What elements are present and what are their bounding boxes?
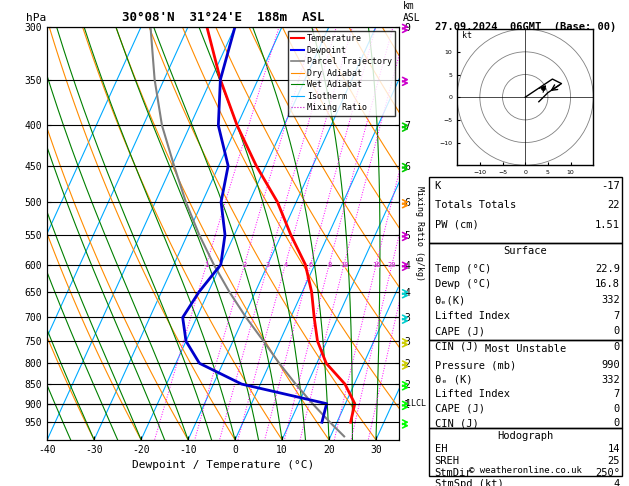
Text: 27.09.2024  06GMT  (Base: 00): 27.09.2024 06GMT (Base: 00) (435, 21, 616, 32)
Title: 30°08'N  31°24'E  188m  ASL: 30°08'N 31°24'E 188m ASL (122, 11, 325, 24)
Text: 0: 0 (613, 342, 620, 352)
Text: 1.51: 1.51 (595, 220, 620, 230)
Text: SREH: SREH (435, 456, 460, 466)
Text: 10: 10 (340, 261, 348, 268)
Bar (428, 340, 622, 428)
Text: 7: 7 (613, 311, 620, 321)
Text: 16: 16 (372, 261, 381, 268)
Text: CAPE (J): CAPE (J) (435, 326, 484, 336)
Text: 0: 0 (613, 418, 620, 429)
Text: 1LCL: 1LCL (406, 399, 426, 408)
Text: EH: EH (435, 444, 447, 454)
Bar (428, 428, 622, 476)
Text: StmDir: StmDir (435, 468, 472, 478)
Text: 16.8: 16.8 (595, 279, 620, 290)
Text: -17: -17 (601, 181, 620, 191)
Text: CIN (J): CIN (J) (435, 418, 479, 429)
Text: Hodograph: Hodograph (497, 431, 554, 441)
Text: Most Unstable: Most Unstable (484, 344, 566, 354)
Text: 8: 8 (327, 261, 331, 268)
Text: 3: 3 (266, 261, 270, 268)
Text: K: K (435, 181, 441, 191)
Text: hPa: hPa (26, 13, 47, 22)
Text: 22.9: 22.9 (595, 264, 620, 274)
Text: © weatheronline.co.uk: © weatheronline.co.uk (469, 466, 582, 475)
Text: km
ASL: km ASL (403, 1, 421, 22)
Text: Lifted Index: Lifted Index (435, 389, 509, 399)
Text: PW (cm): PW (cm) (435, 220, 479, 230)
Text: 6: 6 (308, 261, 313, 268)
X-axis label: Dewpoint / Temperature (°C): Dewpoint / Temperature (°C) (132, 460, 314, 470)
Text: Dewp (°C): Dewp (°C) (435, 279, 491, 290)
Text: kt: kt (462, 31, 472, 40)
Text: StmSpd (kt): StmSpd (kt) (435, 479, 503, 486)
Text: θₑ (K): θₑ (K) (435, 375, 472, 385)
Text: 7: 7 (613, 389, 620, 399)
Text: 0: 0 (613, 404, 620, 414)
Text: Totals Totals: Totals Totals (435, 200, 516, 210)
Text: Pressure (mb): Pressure (mb) (435, 360, 516, 370)
Text: Lifted Index: Lifted Index (435, 311, 509, 321)
Text: 1: 1 (204, 261, 209, 268)
Text: 20: 20 (387, 261, 396, 268)
Text: 0: 0 (613, 326, 620, 336)
Y-axis label: Mixing Ratio (g/kg): Mixing Ratio (g/kg) (415, 186, 424, 281)
Text: 4: 4 (283, 261, 287, 268)
Text: CIN (J): CIN (J) (435, 342, 479, 352)
Text: 25: 25 (608, 456, 620, 466)
Text: θₑ(K): θₑ(K) (435, 295, 466, 305)
Text: Surface: Surface (503, 246, 547, 257)
Text: 990: 990 (601, 360, 620, 370)
Text: CAPE (J): CAPE (J) (435, 404, 484, 414)
Bar (428, 243, 622, 340)
Text: 4: 4 (613, 479, 620, 486)
Bar (428, 177, 622, 243)
Text: 22: 22 (608, 200, 620, 210)
Text: Temp (°C): Temp (°C) (435, 264, 491, 274)
Text: 2: 2 (242, 261, 247, 268)
Text: 332: 332 (601, 295, 620, 305)
Text: 250°: 250° (595, 468, 620, 478)
Legend: Temperature, Dewpoint, Parcel Trajectory, Dry Adiabat, Wet Adiabat, Isotherm, Mi: Temperature, Dewpoint, Parcel Trajectory… (287, 31, 395, 116)
Text: 14: 14 (608, 444, 620, 454)
Text: 332: 332 (601, 375, 620, 385)
